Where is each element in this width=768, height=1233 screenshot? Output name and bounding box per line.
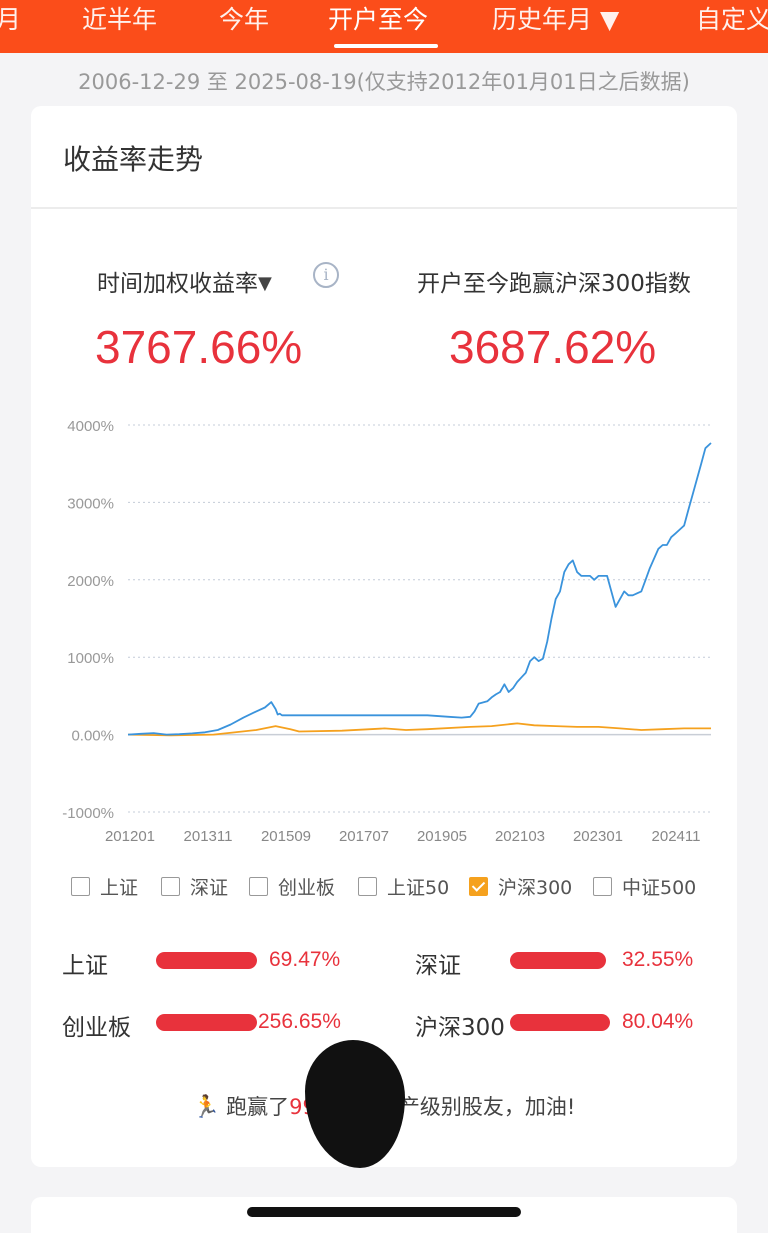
compare-bar-shenzhen <box>510 952 606 969</box>
legend-label: 创业板 <box>278 876 336 899</box>
legend-label: 上证 <box>100 876 139 899</box>
y-tick-label: 3000% <box>67 495 114 512</box>
checkbox-icon <box>358 876 377 896</box>
y-tick-label: 0.00% <box>71 728 114 745</box>
active-tab-indicator <box>334 44 438 48</box>
checkbox-icon <box>249 876 268 896</box>
checkbox-icon <box>161 876 180 896</box>
home-indicator <box>247 1207 521 1217</box>
y-tick-label: 4000% <box>67 418 114 435</box>
x-tick-label: 202103 <box>495 828 545 845</box>
compare-name-csi300: 沪深300 <box>415 1015 505 1041</box>
series-line-portfolio <box>127 442 712 736</box>
x-tick-label: 201201 <box>105 828 155 845</box>
metric-left-value: 3767.66% <box>95 321 303 373</box>
compare-name-shanghai: 上证 <box>62 953 108 979</box>
x-tick-label: 201509 <box>261 828 311 845</box>
x-tick-label: 201311 <box>184 828 233 845</box>
legend-sse50[interactable]: 上证50 <box>358 871 449 901</box>
y-tick-label: 1000% <box>67 650 114 667</box>
x-tick-label: 202411 <box>652 828 701 845</box>
card-title: 收益率走势 <box>63 143 204 176</box>
tab-month[interactable]: 月 <box>0 5 22 34</box>
compare-bar-shanghai <box>156 952 257 969</box>
chart-svg: 4000% 3000% 2000% 1000% 0.00% -1000% 201201 201… <box>62 418 712 845</box>
compare-value-shenzhen: 32.55% <box>622 948 694 971</box>
tab-history-month[interactable]: 历史年月 ▼ <box>492 5 620 34</box>
x-tick-label: 201707 <box>339 828 389 845</box>
legend-label: 中证500 <box>622 876 697 899</box>
legend-label: 深证 <box>190 876 229 899</box>
metric-right-value: 3687.62% <box>449 321 657 373</box>
running-icon: 🏃 <box>192 1095 221 1120</box>
x-tick-label: 201905 <box>417 828 467 845</box>
divider <box>31 207 737 209</box>
beat-prefix: 跑赢了 <box>226 1095 290 1119</box>
tab-custom[interactable]: 自定义 <box>696 5 768 34</box>
period-tab-bar: 月 近半年 今年 开户至今 历史年月 ▼ 自定义 <box>0 0 768 53</box>
benchmark-legend: 上证 深证 创业板 上证50 沪深300 中证500 <box>71 871 731 901</box>
legend-shenzhen[interactable]: 深证 <box>161 871 228 901</box>
legend-csi500[interactable]: 中证500 <box>593 871 696 901</box>
tab-since-opening[interactable]: 开户至今 <box>328 5 429 34</box>
date-range-text: 2006-12-29 至 2025-08-19(仅支持2012年01月01日之后… <box>78 70 690 94</box>
tab-this-year[interactable]: 今年 <box>219 5 270 34</box>
legend-shanghai[interactable]: 上证 <box>71 871 138 901</box>
x-tick-label: 202301 <box>573 828 623 845</box>
compare-name-shenzhen: 深证 <box>415 953 461 979</box>
checkbox-icon <box>593 876 612 896</box>
checkbox-checked-icon <box>469 876 488 896</box>
legend-label: 沪深300 <box>498 876 573 899</box>
compare-value-shanghai: 69.47% <box>269 948 341 971</box>
legend-label: 上证50 <box>387 876 450 899</box>
compare-name-chinext: 创业板 <box>62 1015 131 1041</box>
return-trend-card: 收益率走势 时间加权收益率▼ i 开户至今跑赢沪深300指数 3767.66% … <box>31 106 737 1167</box>
compare-value-chinext: 256.65% <box>258 1010 341 1033</box>
info-icon[interactable]: i <box>313 262 339 288</box>
y-tick-label: -1000% <box>62 805 114 822</box>
checkbox-icon <box>71 876 90 896</box>
compare-value-csi300: 80.04% <box>622 1010 694 1033</box>
legend-chinext[interactable]: 创业板 <box>249 871 335 901</box>
compare-bar-chinext <box>156 1014 257 1031</box>
tab-half-year[interactable]: 近半年 <box>82 5 158 34</box>
metric-right-label: 开户至今跑赢沪深300指数 <box>417 271 691 297</box>
metric-left-label: 时间加权收益率 <box>97 271 258 297</box>
compare-bar-csi300 <box>510 1014 610 1031</box>
y-tick-label: 2000% <box>67 573 114 590</box>
metric-type-selector[interactable]: 时间加权收益率▼ <box>97 264 272 298</box>
redaction-scribble <box>305 1040 405 1168</box>
legend-csi300[interactable]: 沪深300 <box>469 871 572 901</box>
series-line-csi300 <box>127 722 711 737</box>
caret-down-icon: ▼ <box>258 273 272 294</box>
return-trend-chart[interactable]: 4000% 3000% 2000% 1000% 0.00% -1000% 201201 201… <box>31 406 737 856</box>
